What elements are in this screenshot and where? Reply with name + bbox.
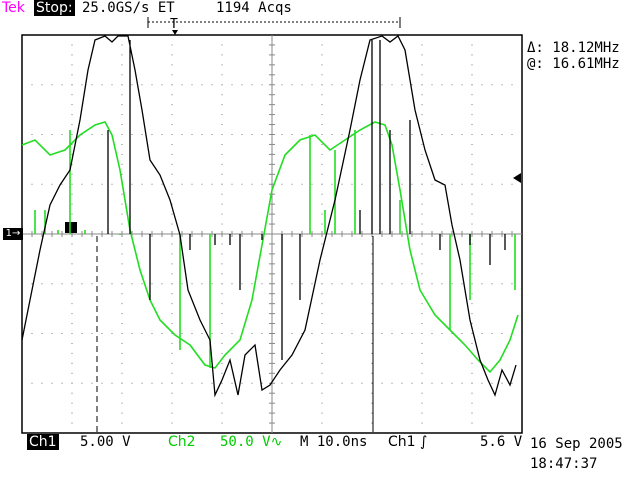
ch1-scale: 5.00 V <box>80 434 131 450</box>
ch2-scale: 50.0 V∿ <box>220 434 283 450</box>
date-stamp: 16 Sep 2005 <box>530 436 623 452</box>
ch1-ground-marker[interactable]: 1→ <box>3 228 23 240</box>
trigger-position-bracket <box>147 17 401 28</box>
axis-ticks <box>31 44 513 424</box>
ch2-waveform <box>21 121 519 374</box>
cursor-frequency-readout: @: 16.61MHz <box>527 56 620 72</box>
trigger-level-arrow-icon[interactable] <box>513 173 521 183</box>
trigger-position-icon: T <box>170 17 178 32</box>
ch2-label[interactable]: Ch2 <box>168 434 196 450</box>
time-stamp: 18:47:37 <box>530 456 598 472</box>
run-state-badge[interactable]: Stop: <box>34 0 75 16</box>
trigger-source: Ch1 ∫ <box>388 434 428 450</box>
timebase: M 10.0ns <box>300 434 368 450</box>
ch1-label[interactable]: Ch1 <box>27 434 59 450</box>
trigger-level: 5.6 V <box>480 434 523 450</box>
sample-rate: 25.0GS/s ET <box>82 0 175 16</box>
cursor-marker-box <box>65 222 77 233</box>
trigger-position-marker <box>172 30 178 35</box>
acquisition-count: 1194 Acqs <box>216 0 292 16</box>
ch1-waveform <box>21 35 517 398</box>
brand-logo: Tek <box>2 0 25 16</box>
delta-frequency-readout: Δ: 18.12MHz <box>527 40 620 56</box>
